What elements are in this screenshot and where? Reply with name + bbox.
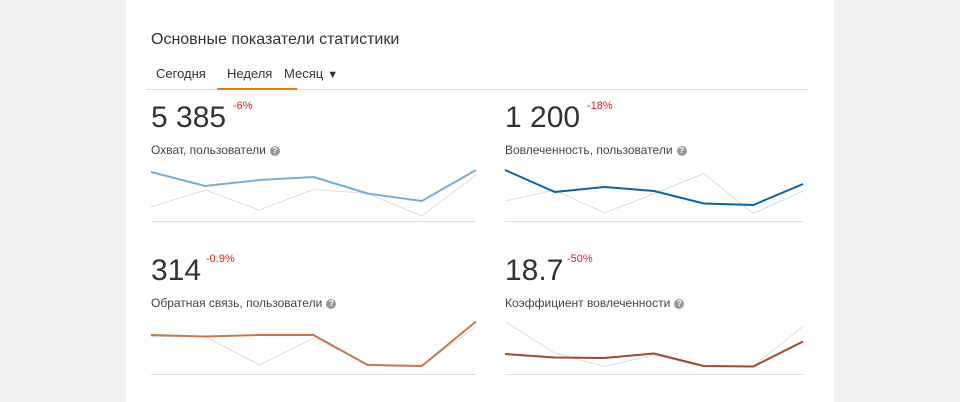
metric-label: Охват, пользователи? bbox=[151, 143, 280, 157]
tab-week[interactable]: Неделя bbox=[217, 60, 297, 90]
help-icon[interactable]: ? bbox=[674, 299, 685, 309]
tab-week-label: Неделя bbox=[227, 66, 273, 81]
tab-month-label: Месяц bbox=[284, 66, 324, 81]
sparkline bbox=[150, 169, 477, 222]
period-tabs: Сегодня Неделя Месяц ▼ bbox=[146, 60, 808, 90]
metric-delta: -6% bbox=[233, 100, 253, 112]
metric-delta: -0.9% bbox=[206, 253, 235, 265]
metric-label-text: Вовлеченность, пользователи bbox=[505, 143, 673, 157]
stats-panel: Основные показатели статистики Сегодня Н… bbox=[126, 0, 834, 402]
metric-label: Обратная связь, пользователи? bbox=[151, 296, 337, 310]
tab-month[interactable]: Месяц ▼ bbox=[274, 60, 348, 88]
sparkline-previous-series bbox=[504, 172, 804, 215]
metric-delta: -18% bbox=[587, 100, 613, 112]
sparkline-current-series bbox=[150, 169, 477, 202]
sparkline bbox=[504, 169, 804, 222]
help-icon[interactable]: ? bbox=[676, 146, 687, 156]
sparkline-previous-series bbox=[504, 321, 804, 368]
sparkline bbox=[150, 320, 477, 375]
metric-value: 314 bbox=[151, 254, 202, 287]
metric-engagement: 1 200 -18% Вовлеченность, пользователи? bbox=[504, 100, 825, 242]
sparkline-current-series bbox=[504, 169, 804, 206]
metric-value: 1 200 bbox=[505, 101, 581, 134]
metric-feedback: 314 -0.9% Обратная связь, пользователи? bbox=[150, 253, 477, 395]
metric-label-text: Обратная связь, пользователи bbox=[151, 296, 323, 310]
page-title: Основные показатели статистики bbox=[151, 31, 400, 48]
sparkline-current-series bbox=[150, 320, 477, 367]
metric-delta: -50% bbox=[567, 253, 593, 265]
metric-label-text: Коэффициент вовлеченности bbox=[505, 296, 671, 310]
help-icon[interactable]: ? bbox=[326, 299, 337, 309]
tab-today-label: Сегодня bbox=[156, 66, 206, 81]
metric-value: 5 385 bbox=[151, 101, 227, 134]
metric-label: Вовлеченность, пользователи? bbox=[505, 143, 687, 157]
metric-reach: 5 385 -6% Охват, пользователи? bbox=[150, 100, 477, 242]
sparkline bbox=[504, 321, 804, 375]
sparkline-previous-series bbox=[151, 326, 477, 367]
tab-today[interactable]: Сегодня bbox=[146, 60, 212, 88]
chevron-down-icon: ▼ bbox=[327, 69, 339, 81]
metric-label-text: Охват, пользователи bbox=[151, 143, 266, 157]
sparkline-current-series bbox=[504, 340, 804, 368]
metric-value: 18.7 bbox=[505, 254, 564, 287]
metric-engagement-rate: 18.7 -50% Коэффициент вовлеченности? bbox=[504, 253, 825, 395]
help-icon[interactable]: ? bbox=[269, 146, 280, 156]
sparkline-previous-series bbox=[150, 174, 477, 217]
metric-label: Коэффициент вовлеченности? bbox=[505, 296, 685, 310]
